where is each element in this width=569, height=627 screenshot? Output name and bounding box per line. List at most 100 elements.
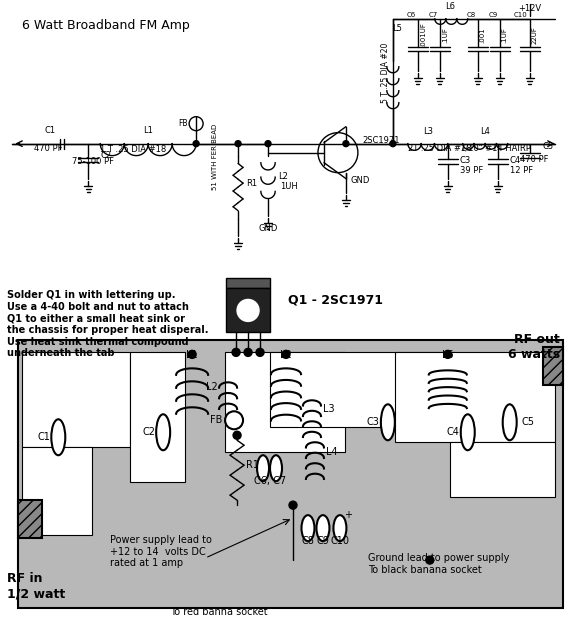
Text: 470 PF: 470 PF xyxy=(521,155,549,164)
Text: 5 T .25 DIA #20: 5 T .25 DIA #20 xyxy=(381,43,390,103)
Text: .1UF: .1UF xyxy=(502,27,508,43)
Text: 39 PF: 39 PF xyxy=(460,166,483,174)
Ellipse shape xyxy=(302,515,315,541)
Ellipse shape xyxy=(502,404,517,440)
Bar xyxy=(395,352,555,442)
Text: 12 PF: 12 PF xyxy=(510,166,533,174)
Text: C1: C1 xyxy=(38,432,50,442)
Text: C3: C3 xyxy=(460,155,471,165)
Text: C10: C10 xyxy=(514,12,527,18)
Text: RF in
1/2 watt: RF in 1/2 watt xyxy=(7,572,65,600)
Text: C10: C10 xyxy=(331,536,349,546)
Bar xyxy=(225,352,345,452)
Text: C9: C9 xyxy=(316,536,329,546)
Text: Ground lead to power supply
To black banana socket: Ground lead to power supply To black ban… xyxy=(368,553,509,575)
Ellipse shape xyxy=(461,414,475,450)
Circle shape xyxy=(426,556,434,564)
Text: C1: C1 xyxy=(45,125,56,135)
Circle shape xyxy=(343,140,349,147)
Text: L2: L2 xyxy=(280,350,292,361)
Text: L5: L5 xyxy=(392,24,402,33)
Circle shape xyxy=(188,350,196,359)
Ellipse shape xyxy=(270,455,282,481)
Text: R1: R1 xyxy=(246,460,259,470)
Text: .001UF: .001UF xyxy=(420,23,426,47)
Bar xyxy=(270,352,455,427)
Circle shape xyxy=(390,140,396,147)
Text: C8: C8 xyxy=(302,536,315,546)
Circle shape xyxy=(244,349,252,356)
Circle shape xyxy=(289,501,297,509)
Circle shape xyxy=(256,349,264,356)
Text: 2SC1971: 2SC1971 xyxy=(362,135,399,145)
Text: L1: L1 xyxy=(186,350,198,361)
Text: R1: R1 xyxy=(246,179,257,187)
Text: C5: C5 xyxy=(522,418,535,427)
Bar xyxy=(226,288,270,332)
Text: C6: C6 xyxy=(407,12,416,18)
Text: L3: L3 xyxy=(423,127,433,135)
Circle shape xyxy=(233,431,241,440)
Text: C2: C2 xyxy=(142,427,155,437)
Text: 470 PF: 470 PF xyxy=(34,144,63,152)
Text: C4: C4 xyxy=(510,155,521,165)
Text: C3: C3 xyxy=(367,418,380,427)
Bar xyxy=(22,352,130,447)
Circle shape xyxy=(225,411,243,429)
Text: 7/10" #14 HAIRP: 7/10" #14 HAIRP xyxy=(460,144,531,152)
Ellipse shape xyxy=(156,414,170,450)
Text: C6, C7: C6, C7 xyxy=(254,476,286,486)
Text: .001: .001 xyxy=(480,27,486,43)
Circle shape xyxy=(265,140,271,147)
Text: Q1 - 2SC1971: Q1 - 2SC1971 xyxy=(288,294,383,307)
Bar xyxy=(226,278,270,288)
Text: +: + xyxy=(344,510,352,520)
Ellipse shape xyxy=(381,404,395,440)
Text: RF out
6 watts: RF out 6 watts xyxy=(508,334,560,361)
Ellipse shape xyxy=(51,419,65,455)
Bar xyxy=(543,347,563,386)
Text: GND: GND xyxy=(351,176,370,184)
Text: Solder Q1 in with lettering up.
Use a 4-40 bolt and nut to attach
Q1 to either a: Solder Q1 in with lettering up. Use a 4-… xyxy=(7,290,209,359)
Text: +12V: +12V xyxy=(518,4,541,13)
Text: Power supply lead to
+12 to 14  volts DC
rated at 1 amp: Power supply lead to +12 to 14 volts DC … xyxy=(110,535,212,568)
Text: C4: C4 xyxy=(447,427,460,437)
Text: 1 T .25 DIA #18: 1 T .25 DIA #18 xyxy=(100,145,167,154)
Text: GND: GND xyxy=(258,224,278,233)
Text: FB: FB xyxy=(179,119,188,128)
Text: FB: FB xyxy=(210,415,222,425)
Text: C7: C7 xyxy=(428,12,438,18)
Text: To red banna socket: To red banna socket xyxy=(170,607,268,617)
Circle shape xyxy=(232,349,240,356)
Text: L3: L3 xyxy=(323,404,335,414)
Text: L6: L6 xyxy=(445,2,455,11)
Ellipse shape xyxy=(333,515,347,541)
Text: L2: L2 xyxy=(278,172,288,181)
Bar xyxy=(450,442,555,497)
Bar xyxy=(18,500,42,538)
Bar xyxy=(22,447,92,535)
Ellipse shape xyxy=(316,515,329,541)
Text: L1: L1 xyxy=(143,125,153,135)
Text: 51 WITH FER BEAD: 51 WITH FER BEAD xyxy=(212,124,218,189)
Text: 22UF: 22UF xyxy=(531,26,538,44)
Text: L4: L4 xyxy=(326,447,337,457)
Text: C2: C2 xyxy=(100,150,112,160)
Text: 6 Watt Broadband FM Amp: 6 Watt Broadband FM Amp xyxy=(22,19,190,32)
Text: 1UH: 1UH xyxy=(280,182,298,191)
Text: C9: C9 xyxy=(488,12,498,18)
Bar xyxy=(18,340,563,608)
Text: .1UF: .1UF xyxy=(442,27,448,43)
Text: C8: C8 xyxy=(467,12,476,18)
Circle shape xyxy=(282,350,290,359)
Text: L2: L2 xyxy=(207,382,218,393)
Ellipse shape xyxy=(257,455,269,481)
Text: L4: L4 xyxy=(480,127,490,135)
Text: L5: L5 xyxy=(442,350,453,361)
Circle shape xyxy=(237,300,259,322)
Bar xyxy=(130,352,185,482)
Text: 2T .25 DIA #18: 2T .25 DIA #18 xyxy=(408,144,472,152)
Circle shape xyxy=(193,140,199,147)
Circle shape xyxy=(444,350,452,359)
Circle shape xyxy=(235,140,241,147)
